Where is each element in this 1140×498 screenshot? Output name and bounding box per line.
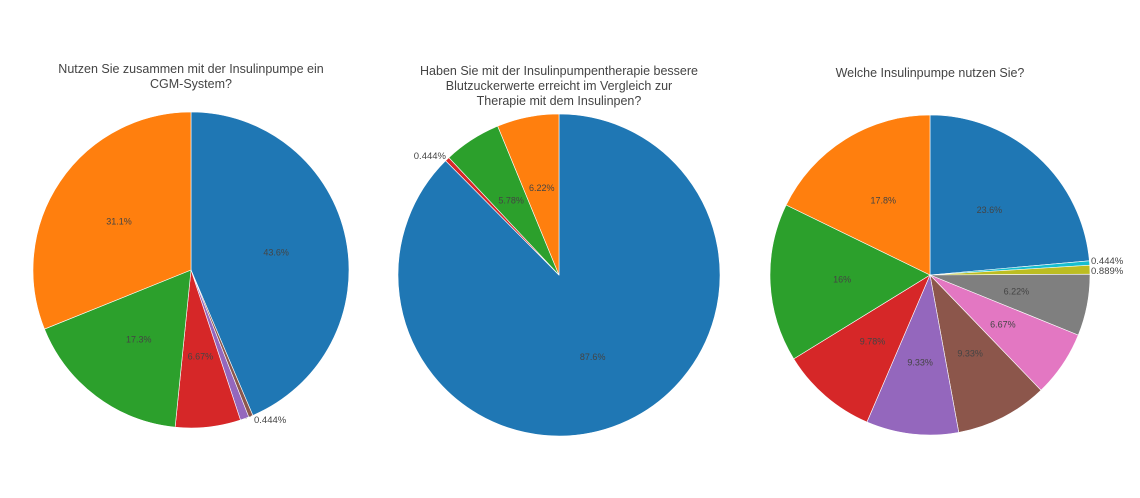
- slice-label: 9.33%: [907, 357, 933, 367]
- slice-label: 0.889%: [1091, 266, 1124, 277]
- pie-slice[interactable]: [497, 113, 560, 276]
- pie-slice[interactable]: [44, 269, 192, 428]
- slice-label: 9.33%: [957, 348, 983, 358]
- pie-slice[interactable]: [929, 274, 1042, 433]
- pie-chart-insulinpumpe: Welche Insulinpumpe nutzen Sie? 23.6% 0.44…: [769, 66, 1124, 436]
- slice-label: 6.22%: [529, 183, 555, 193]
- slice-label: 17.3%: [126, 335, 152, 345]
- slice-label: 6.67%: [990, 319, 1016, 329]
- slice-label: 0.444%: [1091, 256, 1124, 267]
- pie-slice[interactable]: [32, 111, 192, 330]
- slice-label: 16%: [833, 274, 851, 284]
- slice-label: 43.6%: [263, 248, 289, 258]
- pie-chart-cgm: Nutzen Sie zusammen mit der Insulinpumpe…: [32, 62, 350, 429]
- slice-label: 6.67%: [188, 351, 214, 361]
- pie-slice[interactable]: [929, 114, 1090, 276]
- chart-title-line: Blutzuckerwerte erreicht im Vergleich zu…: [446, 79, 672, 93]
- slice-label: 31.1%: [106, 216, 132, 226]
- chart-title-line: CGM-System?: [150, 77, 232, 91]
- chart-title-line: Welche Insulinpumpe nutzen Sie?: [836, 66, 1025, 80]
- pie-slice[interactable]: [190, 111, 350, 416]
- slice-label: 0.444%: [414, 151, 447, 162]
- slice-label: 0.444%: [254, 415, 287, 426]
- slice-label: 23.6%: [977, 205, 1003, 215]
- pie-slice[interactable]: [866, 273, 960, 436]
- pie-slice[interactable]: [785, 114, 931, 276]
- slice-label: 17.8%: [871, 195, 897, 205]
- chart-title-line: Therapie mit dem Insulinpen?: [477, 94, 642, 108]
- slice-label: 5.78%: [498, 196, 524, 206]
- slice-label: 9.78%: [860, 337, 886, 347]
- pie-slice[interactable]: [793, 274, 931, 423]
- slice-label: 87.6%: [580, 352, 606, 362]
- pie-slice[interactable]: [769, 204, 931, 360]
- chart-title-line: Nutzen Sie zusammen mit der Insulinpumpe…: [58, 62, 323, 76]
- slice-label: 6.22%: [1004, 287, 1030, 297]
- chart-title-line: Haben Sie mit der Insulinpumpentherapie …: [420, 64, 698, 78]
- pie-chart-blutzucker: Haben Sie mit der Insulinpumpentherapie …: [397, 64, 721, 437]
